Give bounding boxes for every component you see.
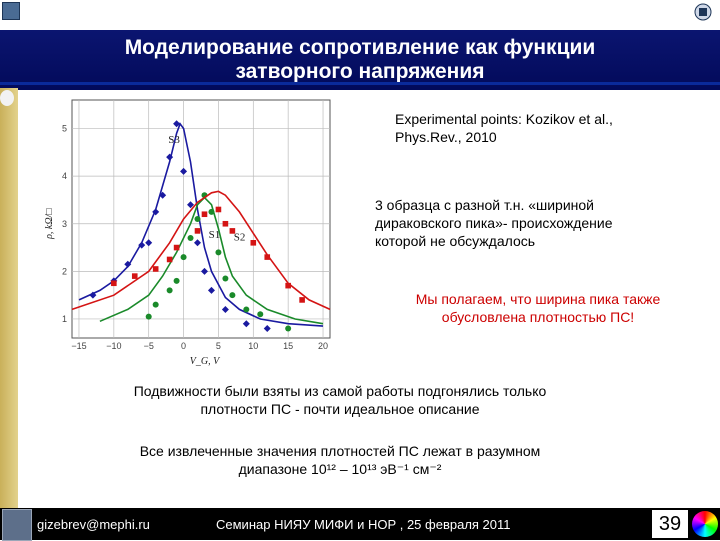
data-point-s1 [173,277,180,284]
data-point-s3 [89,291,97,299]
y-tick-label: 4 [62,171,67,181]
hypothesis-line2: обусловлена плотностью ПС! [441,309,635,325]
data-point-s3 [159,191,167,199]
data-point-s3 [221,305,229,313]
y-tick-label: 2 [62,266,67,276]
data-point-s2 [131,273,138,279]
data-point-s1 [285,325,292,332]
data-point-s2 [299,297,305,303]
data-point-s3 [124,260,132,268]
university-logo-icon [694,3,712,21]
footer-bar: gizebrev@mephi.ru Семинар НИЯУ МИФИ и НО… [0,508,720,541]
decorative-sidebar [0,88,18,508]
title-banner: Моделирование сопротивление как функции … [0,28,720,90]
lightbulb-icon [0,90,14,106]
y-tick-label: 5 [62,124,67,134]
x-tick-label: −15 [71,341,86,351]
data-point-s3 [263,324,271,332]
hypothesis-line1: Мы полагаем, что ширина пика также [415,291,661,307]
slide-title-line1: Моделирование сопротивление как функции [124,36,596,59]
author-email[interactable]: gizebrev@mephi.ru [37,517,150,532]
page-number: 39 [652,510,688,538]
fit-curve-s2 [71,190,331,311]
data-point-s1 [222,275,229,282]
density-note: Все извлеченные значения плотностей ПС л… [60,442,620,478]
seminar-info: Семинар НИЯУ МИФИ и НОР , 25 февраля 201… [216,517,511,532]
data-point-s1 [257,311,264,318]
density-line2: диапазоне 10¹² – 10¹³ эВ⁻¹ см⁻² [238,461,442,477]
data-point-s2 [215,206,222,213]
data-point-s2 [111,280,117,287]
slide-title: Моделирование сопротивление как функции … [20,36,700,84]
data-point-s3 [242,320,250,328]
data-point-s3 [173,120,181,128]
samples-note-line2: дираковского пика»- происхождение [375,215,613,231]
data-point-s2 [166,256,173,263]
data-point-s3 [207,286,215,294]
data-point-s1 [166,287,173,294]
data-point-s2 [229,228,236,234]
data-point-s1 [243,306,250,313]
fit-curve-s1 [99,196,324,325]
data-point-s3 [187,201,195,209]
x-tick-label: 20 [318,341,328,351]
data-point-s1 [215,249,222,256]
data-point-s3 [200,267,208,275]
mobility-note: Подвижности были взяты из самой работы п… [60,382,620,418]
x-tick-label: −10 [106,341,121,351]
slide-title-line2: затворного напряжения [235,60,485,83]
banner-underline [0,82,720,85]
color-wheel-icon [692,511,718,537]
data-point-s3 [152,208,160,216]
data-point-s2 [285,282,291,289]
resistance-chart: −15 −10 −5 0 5 10 15 20 1 2 3 4 5 V_G, V ρ, kΩ/□ S3 S1 S2 [44,99,331,367]
data-point-s2 [152,266,159,272]
data-point-s1 [180,254,187,261]
window-icon[interactable] [2,2,20,20]
series-label-s3: S3 [168,134,180,146]
samples-note: 3 образца с разной т.н. «шириной дираков… [375,196,613,250]
mobility-line2: плотности ПС - почти идеальное описание [200,401,480,417]
y-axis-label: ρ, kΩ/□ [44,209,55,240]
x-axis-label: V_G, V [190,356,221,367]
samples-note-line1: 3 образца с разной т.н. «шириной [375,197,595,213]
samples-note-line3: которой не обсуждалось [375,233,536,249]
density-line1: Все извлеченные значения плотностей ПС л… [139,443,541,459]
data-point-s1 [152,301,159,308]
series-label-s1: S1 [209,229,221,241]
data-point-s3 [194,239,202,247]
data-point-s3 [145,239,153,247]
conference-logo-icon [2,509,32,541]
data-point-s1 [194,216,201,222]
data-point-s3 [166,153,174,161]
data-point-s1 [208,208,215,215]
x-tick-label: 5 [216,341,221,351]
x-tick-label: 10 [248,341,258,351]
y-tick-label: 3 [62,219,67,229]
reference-text: Experimental points: Kozikov et al., Phy… [395,110,613,146]
series-label-s2: S2 [234,231,246,243]
data-point-s3 [138,241,146,249]
data-point-s2 [250,240,257,246]
data-point-s2 [201,211,208,218]
y-tick-label: 1 [62,314,67,324]
data-point-s1 [187,235,194,242]
data-point-s2 [222,220,229,227]
reference-line2: Phys.Rev., 2010 [395,129,497,145]
data-point-s3 [180,167,188,175]
data-point-s2 [264,254,271,260]
x-tick-label: −5 [144,341,154,351]
data-point-s1 [229,292,236,299]
data-point-s1 [145,313,152,320]
x-tick-label: 0 [181,341,186,351]
data-point-s2 [173,244,180,251]
hypothesis-note: Мы полагаем, что ширина пика также обусл… [378,290,698,326]
reference-line1: Experimental points: Kozikov et al., [395,111,613,127]
top-strip [0,0,720,28]
plot-frame [71,99,331,339]
mobility-line1: Подвижности были взяты из самой работы п… [133,383,547,399]
data-point-s2 [194,228,201,234]
x-tick-label: 15 [283,341,293,351]
